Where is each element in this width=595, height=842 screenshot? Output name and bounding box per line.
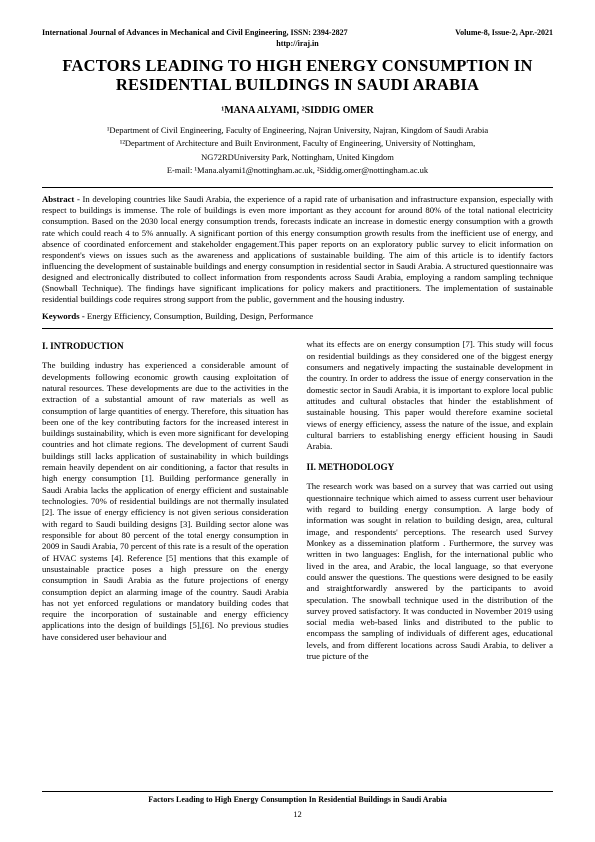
abstract-label: Abstract - xyxy=(42,194,83,204)
author-emails: E-mail: ¹Mana.alyami1@nottingham.ac.uk, … xyxy=(42,165,553,176)
column-left: I. INTRODUCTION The building industry ha… xyxy=(42,339,289,662)
running-title: Factors Leading to High Energy Consumpti… xyxy=(42,791,553,805)
affiliation-line-2: ¹²Department of Architecture and Built E… xyxy=(42,138,553,149)
abstract-block: Abstract - In developing countries like … xyxy=(42,194,553,305)
header-row: International Journal of Advances in Mec… xyxy=(42,28,553,38)
two-column-body: I. INTRODUCTION The building industry ha… xyxy=(42,339,553,662)
introduction-body: The building industry has experienced a … xyxy=(42,360,289,643)
section-heading-introduction: I. INTRODUCTION xyxy=(42,341,289,353)
affiliation-line-1: ¹Department of Civil Engineering, Facult… xyxy=(42,125,553,136)
header-url: http://iraj.in xyxy=(42,39,553,49)
keywords-text: Energy Efficiency, Consumption, Building… xyxy=(87,311,313,321)
page-footer: Factors Leading to High Energy Consumpti… xyxy=(42,791,553,820)
affiliation-line-3: NG72RDUniversity Park, Nottingham, Unite… xyxy=(42,152,553,163)
paper-title: FACTORS LEADING TO HIGH ENERGY CONSUMPTI… xyxy=(42,57,553,95)
issue-info: Volume-8, Issue-2, Apr.-2021 xyxy=(455,28,553,38)
methodology-body: The research work was based on a survey … xyxy=(307,481,554,662)
introduction-continuation: what its effects are on energy consumpti… xyxy=(307,339,554,452)
journal-name: International Journal of Advances in Mec… xyxy=(42,28,348,38)
abstract-text: In developing countries like Saudi Arabi… xyxy=(42,194,553,304)
authors: ¹MANA ALYAMI, ²SIDDIG OMER xyxy=(42,105,553,118)
keywords-block: Keywords - Energy Efficiency, Consumptio… xyxy=(42,311,553,322)
divider-bottom xyxy=(42,328,553,329)
section-heading-methodology: II. METHODOLOGY xyxy=(307,462,554,474)
divider-top xyxy=(42,187,553,188)
page-number: 12 xyxy=(42,809,553,820)
column-right: what its effects are on energy consumpti… xyxy=(307,339,554,662)
keywords-label: Keywords - xyxy=(42,311,87,321)
